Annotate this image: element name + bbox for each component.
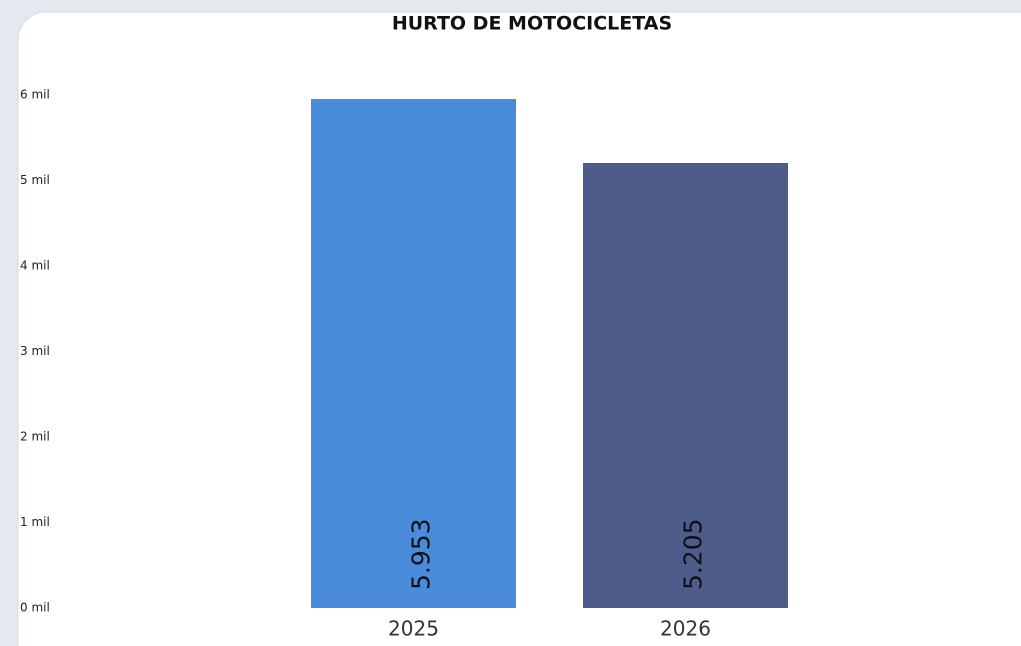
y-tick-label: 3 mil — [20, 344, 50, 358]
y-tick-label: 1 mil — [20, 515, 50, 529]
value-label: 5.953 — [407, 518, 436, 590]
x-tick-label: 2025 — [388, 617, 439, 641]
y-tick-label: 6 mil — [20, 88, 50, 102]
y-tick-label: 4 mil — [20, 259, 50, 273]
y-tick-label: 0 mil — [20, 601, 50, 615]
bar — [311, 99, 516, 609]
bar — [583, 162, 788, 608]
y-tick-label: 5 mil — [20, 173, 50, 187]
y-tick-label: 2 mil — [20, 430, 50, 444]
x-tick-label: 2026 — [660, 617, 711, 641]
chart-title: HURTO DE MOTOCICLETAS — [392, 13, 672, 35]
card — [17, 11, 1021, 646]
value-label: 5.205 — [679, 518, 708, 590]
